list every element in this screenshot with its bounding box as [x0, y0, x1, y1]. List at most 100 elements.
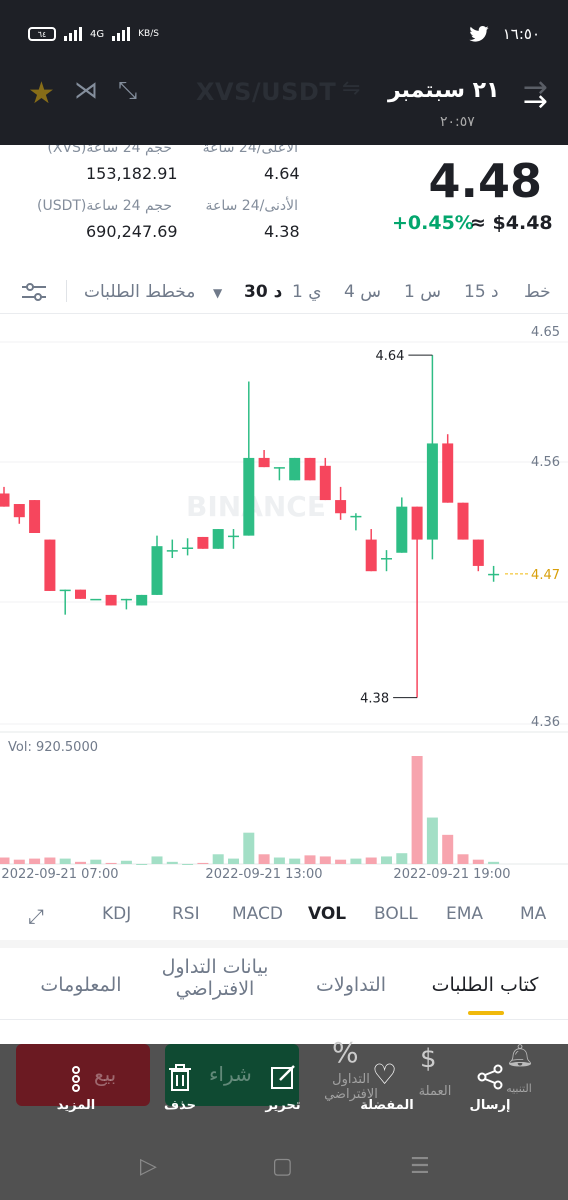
share-icon[interactable] [476, 1064, 504, 1090]
tab-4h[interactable]: 4 س [344, 282, 381, 302]
candle-body [166, 550, 178, 552]
percent-icon[interactable]: % [332, 1036, 359, 1069]
status-time: ١٦:٥٠ [502, 25, 540, 43]
chart-canvas[interactable]: BINANCE 4.65 4.56 4.36 4.64 4.38 4.47 2022-09-… [0, 316, 568, 886]
settings-sliders-icon[interactable] [20, 280, 48, 304]
split-icon[interactable]: ⋊ [74, 76, 98, 104]
candle-body [442, 443, 454, 503]
volume-bar [457, 854, 469, 864]
heart-icon[interactable]: ♡ [372, 1058, 398, 1091]
volume-bar [319, 856, 331, 864]
x-tick-label: 2022-09-21 13:00 [205, 867, 322, 882]
candle-body [488, 573, 500, 576]
alert-label[interactable]: التنبيه [506, 1082, 532, 1095]
favorite-label[interactable]: المفضلة [360, 1098, 414, 1113]
candle-body [228, 535, 239, 538]
active-tab-underline [468, 1011, 504, 1015]
bell-icon[interactable]: 🔔︎ [506, 1044, 534, 1069]
volume-bar [335, 859, 347, 864]
volume-usdt-label: حجم 24 ساعة(USDT) [36, 198, 172, 214]
fullscreen-icon[interactable]: ⤡ [118, 76, 138, 104]
candle-body [59, 589, 71, 592]
volume-bar [13, 859, 25, 864]
expand-icon[interactable]: ⤢ [28, 904, 44, 928]
price-change: +0.45% [392, 212, 474, 234]
volume-bar [350, 858, 362, 864]
candle-body [243, 457, 255, 536]
swap-icon[interactable]: ⇋ [342, 76, 361, 101]
back-nav-icon[interactable]: ▷ [140, 1154, 157, 1179]
tab-depth-chart[interactable]: مخطط الطلبات [84, 282, 196, 302]
candlestick-chart[interactable]: BINANCE 4.65 4.56 4.36 4.64 4.38 4.47 2022-09-… [0, 316, 568, 886]
y-tick-label: 4.65 [531, 325, 560, 340]
usd-value: ≈ $4.48 [470, 212, 553, 234]
tab-15m[interactable]: 15 د [464, 282, 499, 302]
watermark: BINANCE [186, 490, 326, 523]
home-nav-icon[interactable]: ▢ [272, 1154, 293, 1179]
volume-bar [44, 857, 56, 864]
y-tick-label: 4.56 [531, 455, 560, 470]
ghost-arrow-icon: → [522, 70, 548, 105]
candle-body [120, 598, 132, 601]
indicator-kdj[interactable]: KDJ [102, 904, 132, 924]
tab-info[interactable]: المعلومات [40, 974, 122, 996]
tab-line[interactable]: خط [524, 282, 551, 302]
tab-1d[interactable]: 1 ي [292, 282, 322, 302]
volume-bar [0, 857, 10, 864]
indicator-tabs: ⤢ KDJ RSI MACD VOL BOLL EMA MA [0, 890, 568, 940]
forward-arrow-icon[interactable]: → [522, 84, 548, 119]
speed-unit: KB/S [138, 29, 159, 39]
high-marker-label: 4.64 [375, 349, 404, 364]
edit-icon[interactable] [270, 1064, 296, 1090]
candle-body [29, 500, 41, 533]
candle-body [335, 500, 347, 514]
tab-1h[interactable]: 1 س [404, 282, 441, 302]
candle-body [381, 558, 392, 560]
candle-body [457, 502, 469, 540]
delete-label[interactable]: حذف [164, 1098, 196, 1113]
tab-trades[interactable]: التداولات [316, 974, 386, 996]
candle-body [44, 539, 56, 591]
volume-bar [411, 756, 423, 864]
candle-body [258, 457, 270, 468]
share-label[interactable]: إرسال [469, 1098, 511, 1113]
virtual-trading-line2: الافتراضي [324, 1087, 378, 1102]
candle-body [90, 598, 102, 601]
indicator-rsi[interactable]: RSI [172, 904, 200, 924]
overlay-time: ٢٠:٥٧ [440, 114, 475, 130]
candle-body [472, 539, 484, 566]
candle-body [105, 594, 117, 606]
favorite-star-icon[interactable]: ★ [28, 76, 55, 111]
tab-virtual-data[interactable]: بيانات التداول الافتراضي [150, 956, 280, 1000]
edit-label[interactable]: تحرير [265, 1098, 301, 1113]
virtual-trading-label[interactable]: التداول الافتراضي [316, 1072, 386, 1102]
candle-body [197, 536, 209, 549]
top-overlay: ٦٤ 4G KB/S ١٦:٥٠ ★ ⋊ ⤡ XVS/USDT ⇋ ٢١ سبت… [0, 0, 568, 145]
interval-dropdown-icon[interactable]: ▼ [213, 286, 223, 300]
candle-body [411, 506, 423, 540]
more-icon[interactable] [66, 1066, 86, 1092]
volume-bar [365, 857, 377, 864]
x-tick-label: 2022-09-21 07:00 [1, 867, 118, 882]
coin-label[interactable]: العملة [418, 1084, 452, 1099]
recents-nav-icon[interactable]: ☰ [410, 1154, 430, 1179]
tab-order-book[interactable]: كتاب الطلبات [431, 974, 539, 996]
indicator-ma[interactable]: MA [520, 904, 547, 924]
volume-bar [120, 860, 132, 864]
sell-button[interactable]: بيع [16, 1044, 150, 1106]
volume-usdt-value: 690,247.69 [86, 222, 178, 241]
delete-icon[interactable] [168, 1064, 192, 1092]
buy-button-label: شراء [209, 1062, 252, 1086]
indicator-boll[interactable]: BOLL [374, 904, 418, 924]
pair-title[interactable]: XVS/USDT [196, 78, 337, 106]
indicator-macd[interactable]: MACD [232, 904, 283, 924]
volume-bar [75, 861, 86, 864]
candle-body [350, 515, 362, 518]
low-label: الأدنى/24 ساعة [205, 198, 298, 214]
indicator-vol[interactable]: VOL [308, 904, 347, 924]
more-label[interactable]: المزيد [56, 1098, 96, 1113]
tab-30m[interactable]: 30 د [244, 282, 283, 302]
indicator-ema[interactable]: EMA [446, 904, 484, 924]
coin-icon[interactable]: $ [420, 1044, 437, 1074]
candle-body [426, 443, 438, 540]
